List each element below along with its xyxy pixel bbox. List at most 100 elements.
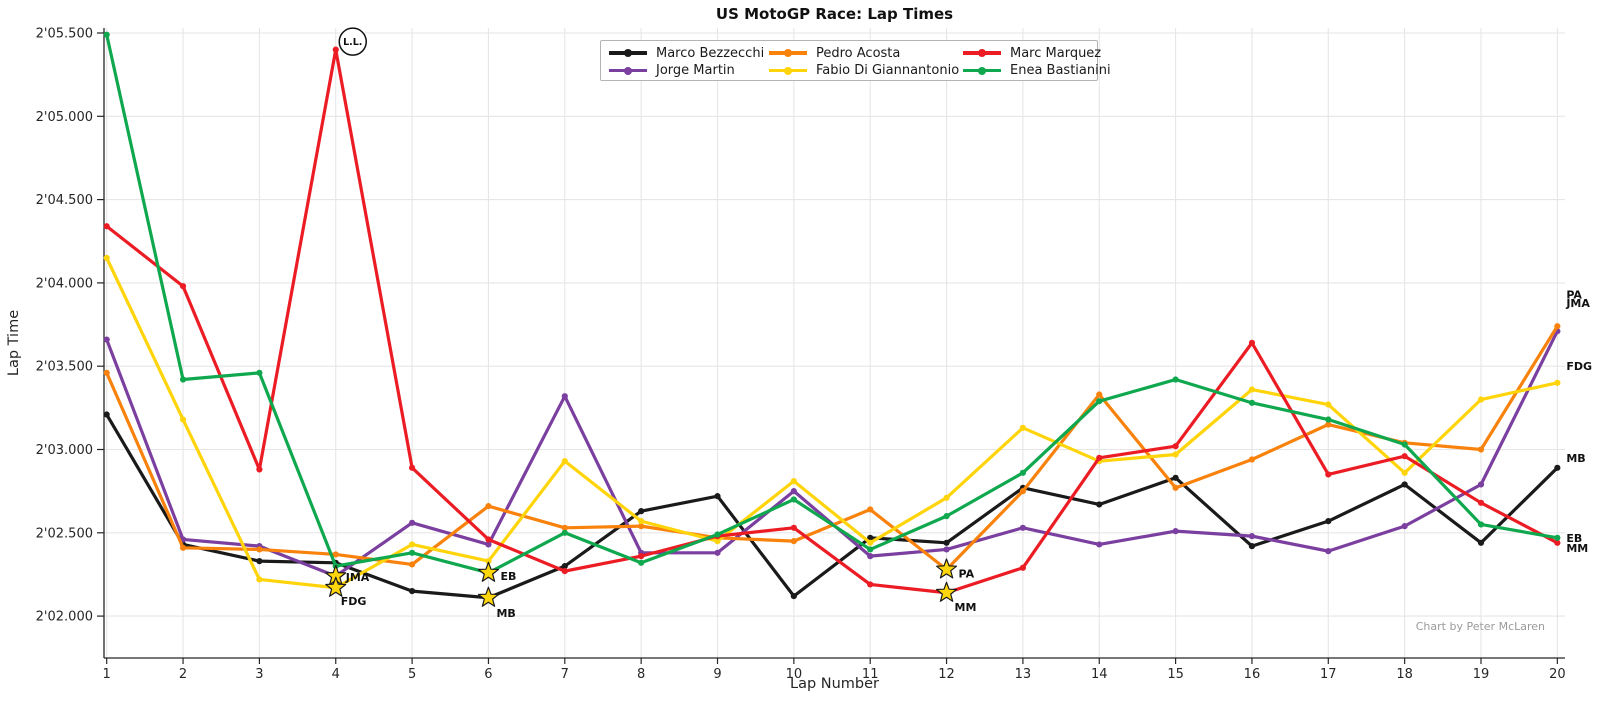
fastest-lap-label-pa: PA: [959, 567, 975, 580]
data-point-pa: [256, 546, 263, 553]
data-point-eb: [409, 549, 416, 556]
x-tick-label: 5: [408, 667, 416, 682]
legend-entry-jma: Jorge Martin: [609, 62, 735, 79]
data-point-jma: [867, 553, 874, 560]
data-point-mm: [1554, 539, 1561, 546]
data-point-mm: [103, 223, 110, 230]
data-point-pa: [1019, 488, 1026, 495]
data-point-eb: [943, 513, 950, 520]
data-point-jma: [1172, 528, 1179, 535]
data-point-jma: [103, 336, 110, 343]
data-point-pa: [561, 524, 568, 531]
legend-line-swatch: [769, 49, 807, 58]
fastest-lap-star-pa: [936, 558, 958, 579]
fastest-lap-label-fdg: FDG: [341, 595, 367, 608]
data-point-mb: [1172, 474, 1179, 481]
data-point-jma: [790, 488, 797, 495]
data-point-jma: [409, 519, 416, 526]
x-tick-label: 12: [938, 667, 955, 682]
data-point-mm: [256, 466, 263, 473]
chart-title: US MotoGP Race: Lap Times: [715, 5, 954, 23]
data-point-mm: [1477, 499, 1485, 506]
data-point-mb: [561, 563, 568, 570]
legend-entry-mb: Marco Bezzecchi: [609, 45, 764, 62]
data-point-fdg: [485, 558, 492, 565]
data-point-eb: [1172, 376, 1179, 383]
x-tick-label: 15: [1167, 667, 1184, 682]
data-point-mm: [1172, 443, 1179, 450]
legend-marker-dot: [784, 49, 792, 58]
data-point-eb: [790, 496, 797, 503]
x-axis-title: Lap Number: [789, 676, 880, 692]
data-point-fdg: [1325, 401, 1332, 408]
legend-label: Fabio Di Giannantonio: [816, 63, 960, 78]
data-point-fdg: [638, 518, 645, 525]
end-label-pa: PA: [1566, 289, 1582, 302]
legend-marker-dot: [978, 49, 986, 58]
x-tick-label: 13: [1015, 667, 1032, 682]
x-tick-label: 11: [862, 667, 879, 682]
x-tick-label: 19: [1473, 667, 1490, 682]
data-point-pa: [409, 561, 416, 568]
data-point-pa: [1554, 323, 1561, 330]
y-tick-label: 2'03.500: [36, 360, 93, 375]
data-point-pa: [1248, 456, 1256, 463]
data-point-eb: [103, 31, 110, 38]
data-point-mm: [1401, 453, 1408, 460]
y-tick-label: 2'04.000: [36, 276, 93, 291]
data-point-mm: [332, 46, 339, 53]
data-point-mm: [409, 464, 416, 471]
x-tick-label: 9: [713, 667, 721, 682]
data-point-eb: [867, 546, 874, 553]
x-tick-label: 4: [332, 667, 340, 682]
data-point-mb: [1401, 481, 1408, 488]
end-label-mb: MB: [1566, 452, 1585, 465]
data-point-pa: [179, 544, 187, 551]
data-point-eb: [179, 376, 187, 383]
fastest-lap-label-mm: MM: [955, 601, 977, 614]
data-point-fdg: [1401, 469, 1408, 476]
data-point-fdg: [867, 539, 874, 546]
data-point-jma: [714, 549, 721, 556]
legend-label: Marc Marquez: [1010, 45, 1102, 61]
data-point-fdg: [943, 494, 950, 501]
data-point-mb: [1248, 543, 1256, 550]
legend-label: Pedro Acosta: [816, 45, 901, 61]
data-point-jma: [943, 546, 950, 553]
end-label-eb: EB: [1566, 532, 1582, 545]
data-point-pa: [638, 523, 645, 530]
data-point-jma: [485, 541, 492, 548]
y-tick-label: 2'05.500: [36, 27, 93, 42]
data-point-mm: [638, 553, 645, 560]
fastest-lap-label-jma: JMA: [345, 571, 370, 584]
data-point-fdg: [790, 478, 797, 485]
x-tick-label: 3: [255, 667, 263, 682]
fastest-lap-star-mm: [936, 581, 958, 602]
data-point-fdg: [714, 538, 721, 545]
data-point-eb: [1554, 534, 1561, 541]
data-point-mm: [790, 524, 797, 531]
x-tick-label: 8: [637, 667, 645, 682]
data-point-pa: [1325, 421, 1332, 428]
x-tick-label: 18: [1396, 667, 1413, 682]
data-point-mb: [1477, 539, 1485, 546]
data-point-mb: [714, 493, 721, 500]
data-point-mb: [256, 558, 263, 565]
data-point-eb: [1477, 521, 1485, 528]
data-point-eb: [561, 529, 568, 536]
fastest-lap-star-mb: [477, 586, 499, 607]
x-tick-label: 17: [1320, 667, 1337, 682]
data-point-fdg: [103, 254, 110, 262]
legend-marker-dot: [784, 66, 792, 75]
series-line-fdg: [105, 256, 1559, 590]
data-point-fdg: [256, 576, 263, 583]
legend-line-swatch: [609, 49, 647, 58]
data-point-fdg: [1248, 386, 1256, 393]
end-label-mm: MM: [1566, 542, 1588, 555]
lap-record-circle: [338, 27, 367, 56]
legend-line-swatch: [963, 66, 1001, 75]
data-point-fdg: [1172, 451, 1179, 458]
data-point-jma: [1325, 548, 1332, 555]
data-point-pa: [103, 369, 110, 376]
